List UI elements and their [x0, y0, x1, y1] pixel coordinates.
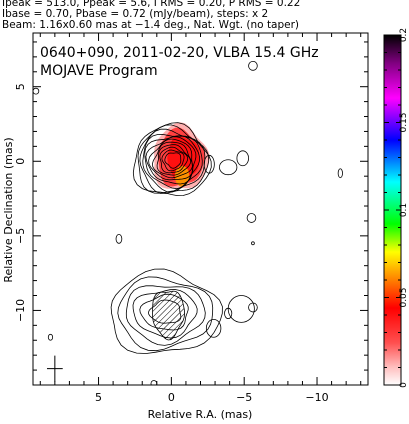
x-tick-label: −10 [305, 391, 328, 404]
y-tick-label: −5 [14, 228, 27, 244]
noise-contour [203, 154, 215, 174]
core-contour [132, 122, 212, 197]
noise-contour [115, 233, 123, 244]
core-contour [142, 133, 203, 193]
core-contour [137, 124, 210, 194]
polarization-patch [167, 135, 200, 183]
noise-contour [236, 150, 249, 167]
noise-contour [219, 159, 238, 176]
core-contour [159, 146, 189, 174]
x-tick-label: −5 [236, 391, 252, 404]
y-tick-label: 5 [14, 83, 27, 90]
y-tick-label: 0 [14, 158, 27, 165]
colorbar-tick-label: 0 [399, 382, 409, 388]
axis-ticks [33, 33, 368, 386]
colorbar-tick-label: 0.1 [399, 203, 409, 217]
plot-title: 0640+090, 2011-02-20, VLBA 15.4 GHz [40, 45, 319, 61]
jet-contour [110, 268, 223, 354]
noise-contour [224, 307, 233, 320]
colorbar-tick-label: 0.15 [399, 112, 409, 132]
jet-contour [117, 276, 214, 352]
core-contour [161, 149, 185, 172]
noise-contour [205, 318, 222, 338]
y-axis-label: Relative Declination (mas) [2, 137, 15, 282]
noise-contour [248, 60, 258, 71]
noise-contour [246, 213, 257, 223]
header-line-2: Ibase = 0.70, Pbase = 0.72 (mJy/beam), s… [2, 8, 269, 20]
jet-contour [132, 289, 198, 339]
core-contour [156, 144, 191, 176]
colorbar-ticks [384, 34, 401, 386]
core-contour [148, 138, 194, 181]
noise-contour [47, 333, 54, 341]
noise-contour [337, 168, 343, 179]
noise-contour [33, 87, 40, 95]
noise-contour [251, 241, 255, 246]
y-tick-label: −10 [14, 299, 27, 322]
noise-contour [150, 380, 158, 385]
core-contour [144, 135, 200, 190]
header-line-1: Ipeak = 513.0, Ppeak = 5.6, I RMS = 0.20… [2, 0, 301, 9]
core-contour [164, 152, 182, 169]
noise-contour [227, 295, 255, 323]
contour-layer [110, 122, 223, 354]
jet-hatch [152, 290, 186, 341]
noise-contour [248, 302, 258, 313]
x-tick-label: 0 [168, 391, 175, 404]
header-line-3: Beam: 1.16x0.60 mas at −1.4 deg., Nat. W… [2, 19, 300, 31]
plot-subtitle: MOJAVE Program [40, 63, 158, 79]
core-contour [145, 136, 197, 185]
colorbar-tick-label: 0.2 [399, 28, 409, 42]
x-axis-label: Relative R.A. (mas) [148, 408, 253, 421]
plot-frame [32, 32, 369, 386]
jet-contour [125, 285, 206, 346]
colorbar-tick-label: 0.05 [399, 287, 409, 307]
core-contour [152, 141, 193, 179]
noise-contours [33, 60, 343, 385]
x-tick-label: 5 [95, 391, 102, 404]
